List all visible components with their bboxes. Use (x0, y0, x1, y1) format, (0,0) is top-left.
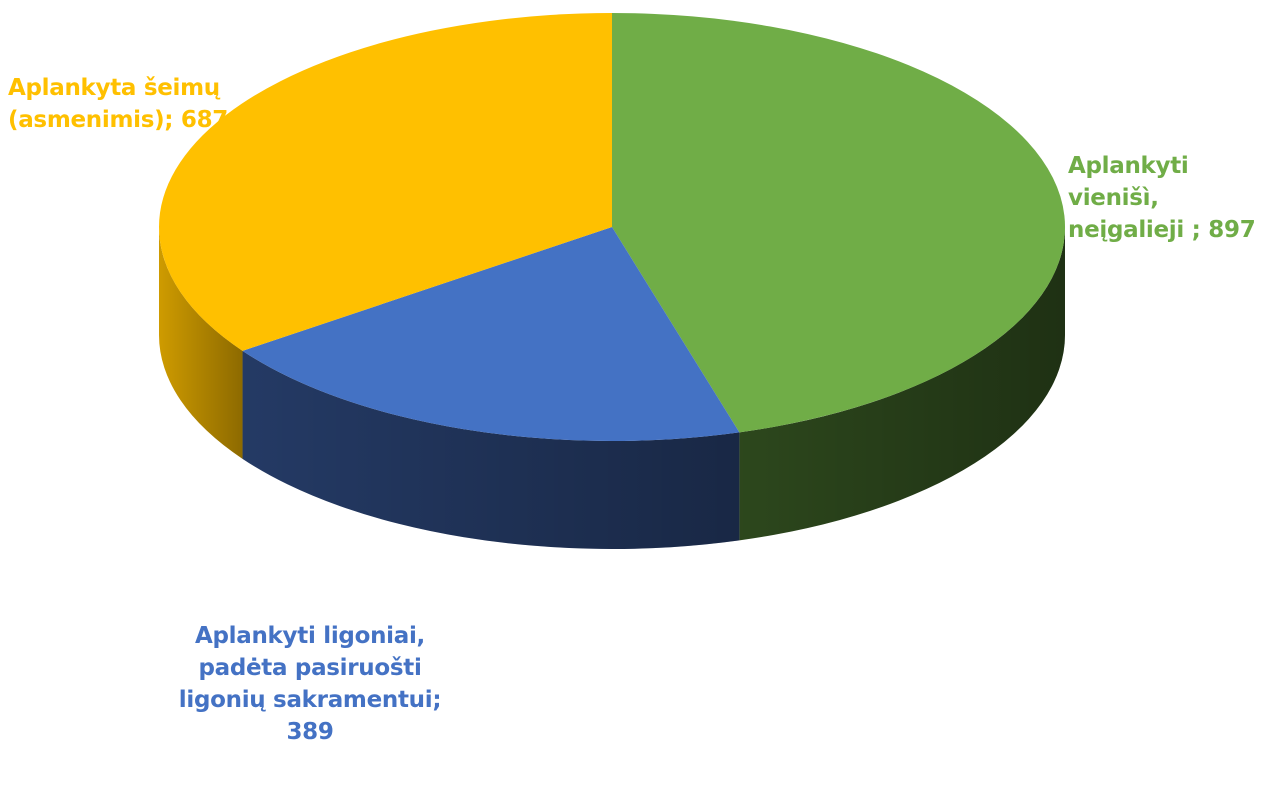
pie-slice-side-shade (242, 350, 740, 550)
slice-label-visited-families: Aplankyta šeimų (asmenimis); 687 (8, 72, 228, 136)
pie-slice (242, 227, 740, 442)
label-line: (asmenimis); 687 (8, 107, 229, 133)
pie-slice (612, 12, 1066, 433)
pie-slice-side-shade (159, 227, 243, 459)
label-line: neįgalieji ; 897 (1068, 217, 1256, 243)
label-line: Aplankyti vienišì, (1068, 153, 1189, 211)
slice-label-visited-lonely: Aplankyti vienišì, neįgalieji ; 897 (1068, 150, 1281, 246)
pie-slice-side-shade (739, 227, 1065, 541)
pie-tops (159, 12, 1066, 442)
pie-slice (159, 13, 612, 351)
label-line: 389 (286, 719, 334, 745)
label-line: ligonių sakramentui; (178, 687, 442, 713)
pie-sides (159, 227, 1065, 550)
label-line: Aplankyti ligoniai, (195, 623, 425, 649)
label-line: Aplankyta šeimų (8, 75, 220, 101)
label-line: padėta pasiruošti (198, 655, 422, 681)
slice-label-visited-sick: Aplankyti ligoniai, padėta pasiruošti li… (160, 620, 460, 748)
